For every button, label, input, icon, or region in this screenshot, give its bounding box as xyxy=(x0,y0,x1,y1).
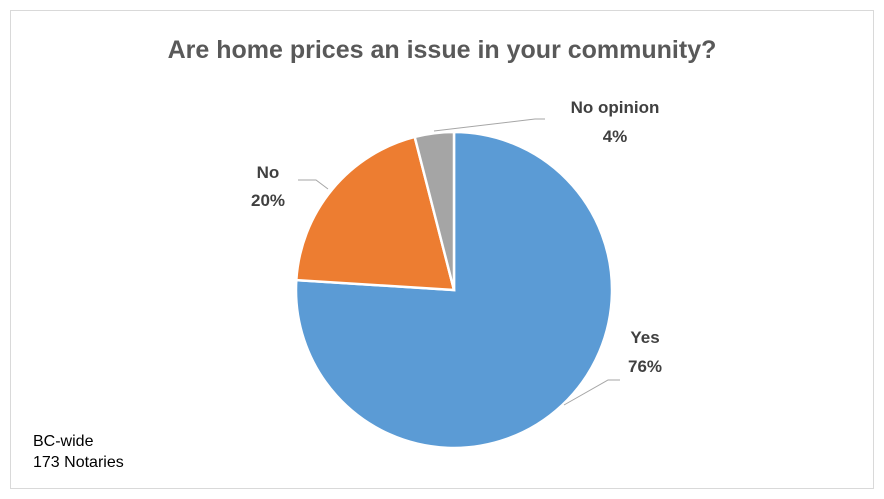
slice-percent-label: 20% xyxy=(251,191,285,210)
slice-name-label: Yes xyxy=(630,328,659,347)
slice-percent-label: 76% xyxy=(628,357,662,376)
pie-slice-no-opinion xyxy=(413,130,456,291)
footnote-sample: 173 Notaries xyxy=(33,454,124,471)
slice-percent-label: 4% xyxy=(603,127,628,146)
chart-title: Are home prices an issue in your communi… xyxy=(167,36,717,64)
pie-slice-no xyxy=(294,135,456,292)
footnote-region: BC-wide xyxy=(33,433,94,450)
leader-line-yes xyxy=(563,379,620,406)
leader-line-no-opinion xyxy=(433,118,545,132)
footnote: BC-wide 173 Notaries xyxy=(33,431,124,473)
slice-name-label: No xyxy=(257,163,280,182)
slice-name-label: No opinion xyxy=(571,98,660,117)
leader-line-no xyxy=(298,179,329,190)
